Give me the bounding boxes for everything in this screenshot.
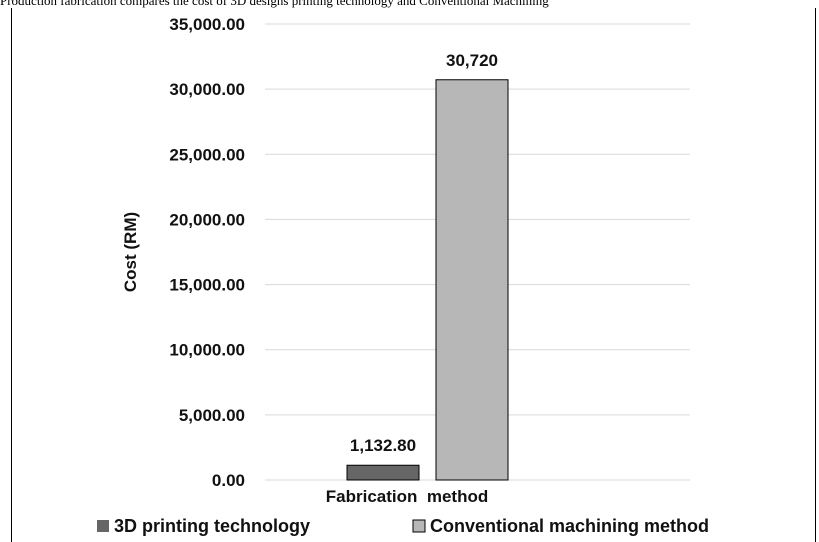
y-tick-label: 20,000.00 xyxy=(169,210,245,229)
y-tick-label: 10,000.00 xyxy=(169,341,245,360)
y-tick-label: 25,000.00 xyxy=(169,145,245,164)
legend-swatch xyxy=(412,519,426,533)
legend-swatch xyxy=(97,520,109,532)
data-label: 30,720 xyxy=(446,51,498,70)
figure-caption: Production fabrication compares the cost… xyxy=(0,0,549,8)
bar-conventional-machining xyxy=(435,79,509,481)
y-tick-label: 15,000.00 xyxy=(169,276,245,295)
legend-label: Conventional machining method xyxy=(430,516,709,536)
bars xyxy=(346,79,509,481)
y-tick-label: 0.00 xyxy=(212,471,245,490)
y-tick-label: 5,000.00 xyxy=(179,406,245,425)
y-tick-label: 30,000.00 xyxy=(169,80,245,99)
bar-3d-printing xyxy=(346,464,420,481)
legend-label: 3D printing technology xyxy=(114,516,310,536)
x-axis-title: Fabrication method xyxy=(326,487,488,506)
y-axis-title: Cost (RM) xyxy=(121,212,140,292)
y-tick-label: 35,000.00 xyxy=(169,15,245,34)
legend: 3D printing technology Conventional machi… xyxy=(97,516,709,536)
y-tick-labels: 0.00 5,000.00 10,000.00 15,000.00 20,000.00 2… xyxy=(169,15,245,490)
data-labels: 1,132.80 30,720 xyxy=(350,51,498,455)
data-label: 1,132.80 xyxy=(350,436,416,455)
chart-frame xyxy=(11,8,816,542)
